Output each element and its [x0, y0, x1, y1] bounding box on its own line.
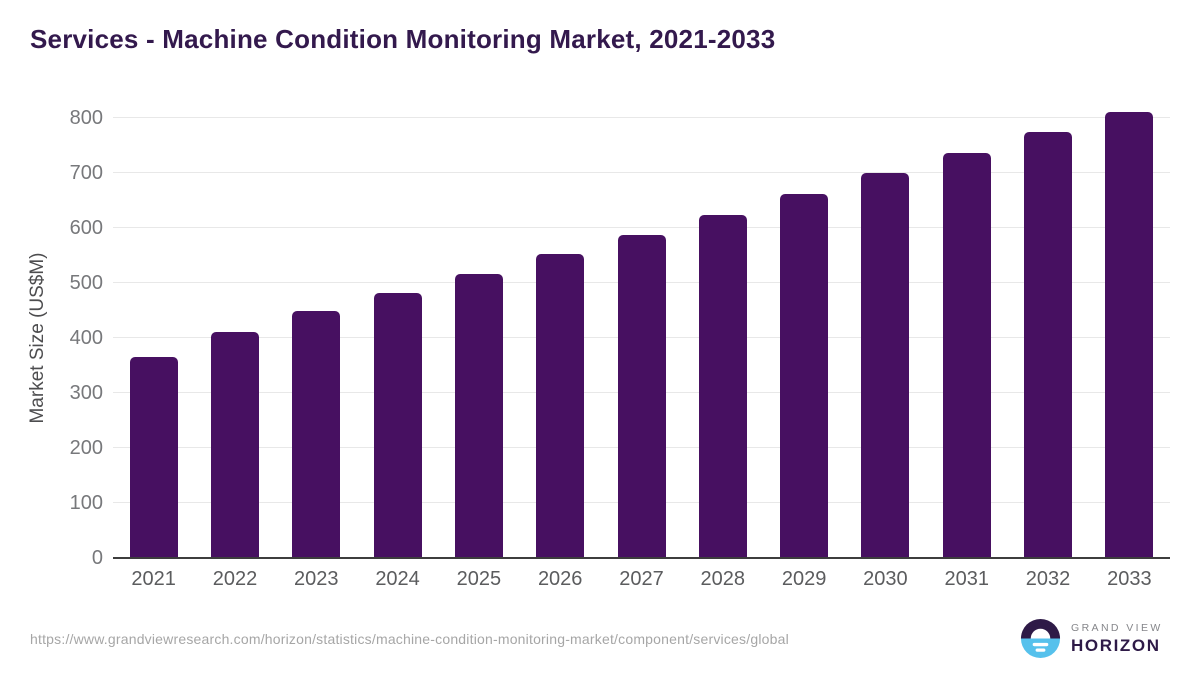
bar-2033: [1105, 111, 1154, 558]
plot-area: [113, 100, 1170, 558]
bar-2021: [129, 356, 178, 558]
grandview-horizon-logo: GRAND VIEW HORIZON: [1019, 617, 1163, 660]
bar-2023: [292, 311, 341, 558]
chart-title: Services - Machine Condition Monitoring …: [30, 24, 776, 54]
y-tick-200: 200: [69, 436, 103, 459]
y-tick-800: 800: [69, 106, 103, 129]
bar-2028: [698, 214, 747, 558]
gridline-800: [113, 116, 1170, 118]
y-tick-600: 600: [69, 216, 103, 239]
x-label-2028: 2028: [700, 568, 746, 590]
x-label-2027: 2027: [619, 568, 664, 590]
horizon-sun-icon: [1020, 618, 1061, 659]
gridline-600: [113, 226, 1170, 228]
bar-2029: [780, 194, 829, 558]
x-label-2023: 2023: [294, 568, 339, 590]
y-tick-300: 300: [69, 381, 103, 404]
x-label-2024: 2024: [375, 568, 420, 590]
bar-2025: [454, 273, 503, 558]
x-axis-line: [113, 556, 1170, 559]
y-tick-0: 0: [91, 547, 103, 569]
bar-2026: [536, 254, 585, 558]
x-label-2032: 2032: [1025, 568, 1071, 590]
y-tick-100: 100: [69, 491, 103, 514]
bar-2030: [861, 173, 910, 558]
source-url: https://www.grandviewresearch.com/horizo…: [30, 631, 789, 647]
logo-horizon-text: HORIZON: [1071, 635, 1161, 655]
y-tick-400: 400: [69, 326, 103, 349]
logo-wordmark: GRAND VIEW HORIZON: [1071, 622, 1163, 656]
gridline-700: [113, 171, 1170, 173]
logo-grand-view-text: GRAND VIEW: [1071, 621, 1163, 634]
x-label-2022: 2022: [212, 568, 258, 590]
x-label-2030: 2030: [863, 568, 908, 590]
bar-2027: [617, 234, 666, 558]
x-label-2021: 2021: [131, 568, 176, 590]
x-label-2031: 2031: [944, 568, 989, 590]
x-label-2029: 2029: [781, 568, 827, 590]
x-label-2025: 2025: [456, 568, 502, 590]
bar-2024: [373, 293, 422, 558]
bar-2022: [210, 331, 259, 558]
y-tick-500: 500: [69, 271, 103, 294]
bar-2032: [1024, 132, 1073, 558]
y-axis-tick-labels: 0 100 200 300 400 500 600 700 800: [13, 100, 103, 568]
y-tick-700: 700: [69, 161, 103, 184]
x-label-2026: 2026: [537, 568, 583, 590]
bar-2031: [942, 152, 991, 558]
x-label-2033: 2033: [1107, 568, 1152, 590]
